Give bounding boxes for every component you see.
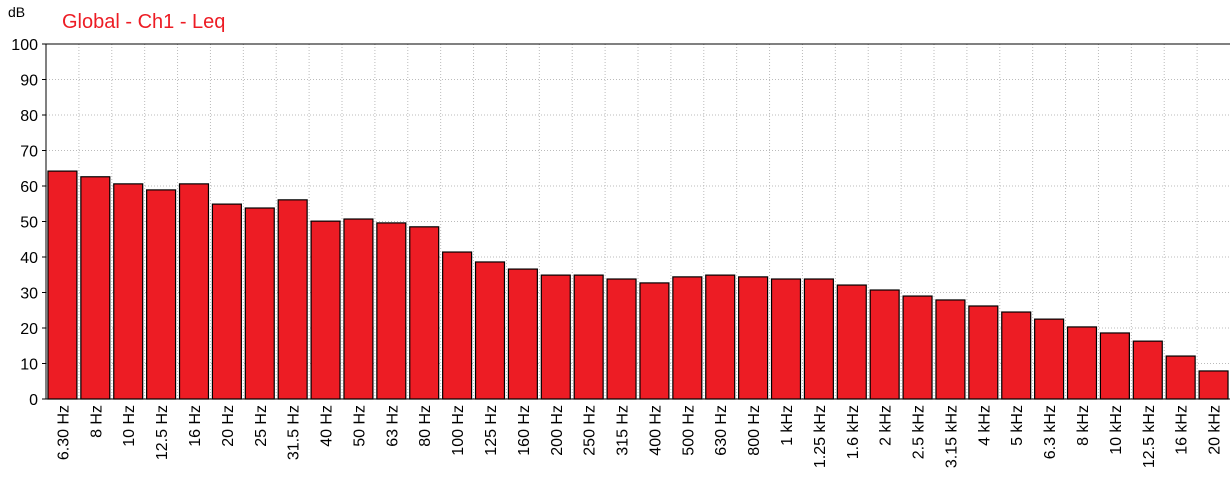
y-tick-label: 100 bbox=[11, 37, 38, 54]
y-tick-label: 90 bbox=[20, 73, 38, 90]
x-tick-label: 4 kHz bbox=[976, 405, 993, 446]
bar bbox=[672, 276, 703, 400]
x-tick-label: 63 Hz bbox=[384, 405, 401, 447]
bar bbox=[474, 261, 506, 400]
bar bbox=[1066, 326, 1098, 400]
x-tick-label: 20 kHz bbox=[1207, 405, 1224, 455]
x-tick-label: 1.6 kHz bbox=[845, 405, 862, 459]
bar bbox=[80, 176, 111, 400]
x-tick-label: 200 Hz bbox=[549, 405, 566, 456]
x-tick-label: 2 kHz bbox=[878, 405, 895, 446]
y-tick-label: 50 bbox=[20, 215, 38, 232]
x-tick-label: 500 Hz bbox=[680, 405, 697, 456]
x-tick-label: 6.30 Hz bbox=[55, 405, 72, 460]
bar bbox=[573, 274, 604, 400]
x-tick-label: 12.5 Hz bbox=[154, 405, 171, 460]
x-tick-label: 10 Hz bbox=[121, 405, 138, 447]
y-tick-label: 80 bbox=[20, 108, 38, 125]
x-tick-label: 8 Hz bbox=[88, 405, 105, 438]
bar bbox=[146, 189, 177, 400]
x-tick-label: 800 Hz bbox=[746, 405, 763, 456]
x-tick-label: 125 Hz bbox=[483, 405, 500, 456]
bar bbox=[113, 183, 144, 400]
bar bbox=[211, 203, 242, 400]
bar bbox=[606, 278, 637, 400]
bar bbox=[47, 170, 78, 400]
x-tick-label: 630 Hz bbox=[713, 405, 730, 456]
x-tick-label: 16 kHz bbox=[1174, 405, 1191, 455]
y-tick-label: 60 bbox=[20, 179, 38, 196]
bar bbox=[770, 278, 802, 400]
bar bbox=[1198, 370, 1229, 400]
x-tick-label: 12.5 kHz bbox=[1141, 405, 1158, 468]
bar bbox=[343, 218, 374, 400]
y-tick-label: 70 bbox=[20, 144, 38, 161]
bar bbox=[442, 251, 473, 400]
y-tick-label: 40 bbox=[20, 250, 38, 267]
bar bbox=[639, 282, 670, 400]
x-tick-label: 315 Hz bbox=[615, 405, 632, 456]
bar bbox=[409, 226, 440, 400]
x-tick-label: 5 kHz bbox=[1009, 405, 1026, 446]
x-tick-label: 20 Hz bbox=[220, 405, 237, 447]
x-tick-label: 50 Hz bbox=[351, 405, 368, 447]
x-tick-label: 10 kHz bbox=[1108, 405, 1125, 455]
bar bbox=[310, 220, 341, 400]
y-tick-label: 10 bbox=[20, 357, 38, 374]
x-tick-label: 6.3 kHz bbox=[1042, 405, 1059, 459]
x-tick-label: 160 Hz bbox=[516, 405, 533, 456]
y-tick-label: 0 bbox=[29, 392, 38, 409]
bar bbox=[738, 276, 769, 400]
bar bbox=[968, 305, 999, 400]
bar bbox=[803, 278, 834, 400]
y-tick-label: 20 bbox=[20, 321, 38, 338]
bar bbox=[1165, 355, 1196, 400]
bar bbox=[277, 199, 308, 400]
x-tick-label: 40 Hz bbox=[319, 405, 336, 447]
bar bbox=[902, 295, 933, 400]
bar bbox=[1034, 318, 1065, 400]
x-tick-label: 3.15 kHz bbox=[943, 405, 960, 468]
bar bbox=[935, 299, 966, 400]
bar bbox=[1099, 332, 1130, 400]
x-tick-label: 31.5 Hz bbox=[286, 405, 303, 460]
x-tick-label: 80 Hz bbox=[417, 405, 434, 447]
y-axis-label: dB bbox=[8, 4, 25, 20]
bar bbox=[178, 183, 210, 400]
bar bbox=[869, 289, 900, 400]
x-tick-label: 25 Hz bbox=[253, 405, 270, 447]
bar bbox=[507, 268, 538, 400]
y-tick-label: 30 bbox=[20, 286, 38, 303]
bar bbox=[244, 207, 275, 400]
x-tick-label: 2.5 kHz bbox=[911, 405, 928, 459]
x-tick-label: 400 Hz bbox=[647, 405, 664, 456]
x-tick-label: 1.25 kHz bbox=[812, 405, 829, 468]
x-tick-label: 100 Hz bbox=[450, 405, 467, 456]
bar bbox=[705, 274, 736, 400]
bar bbox=[540, 274, 571, 400]
bar bbox=[1001, 311, 1032, 400]
bar bbox=[1132, 340, 1163, 400]
x-tick-label: 8 kHz bbox=[1075, 405, 1092, 446]
bar bbox=[376, 222, 407, 400]
x-tick-label: 250 Hz bbox=[582, 405, 599, 456]
chart-title: Global - Ch1 - Leq bbox=[62, 11, 225, 33]
x-tick-label: 1 kHz bbox=[779, 405, 796, 446]
x-tick-label: 16 Hz bbox=[187, 405, 204, 447]
bar bbox=[836, 284, 867, 400]
